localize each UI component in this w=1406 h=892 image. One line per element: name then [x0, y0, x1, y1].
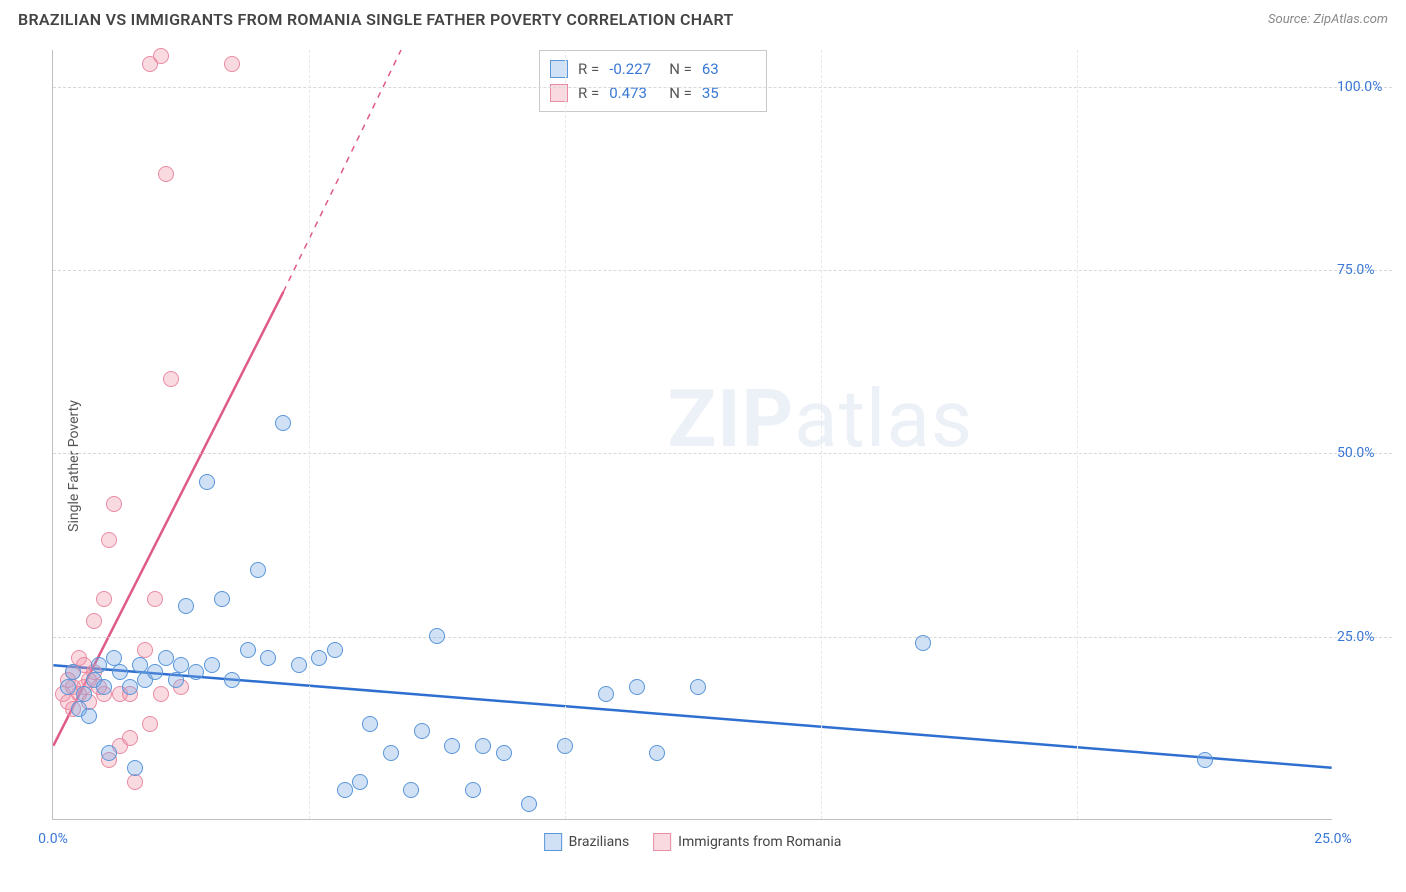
gridline-vertical [309, 50, 310, 819]
scatter-point-a [204, 657, 220, 673]
n-value-b: 35 [702, 81, 752, 105]
x-tick-label: 25.0% [1314, 831, 1352, 847]
series-legend: Brazilians Immigrants from Romania [544, 833, 842, 851]
scatter-point-b [106, 496, 122, 512]
scatter-point-a [240, 642, 256, 658]
scatter-point-a [429, 628, 445, 644]
scatter-point-a [1197, 752, 1213, 768]
scatter-point-a [275, 415, 291, 431]
scatter-point-a [444, 738, 460, 754]
scatter-point-a [475, 738, 491, 754]
scatter-point-a [112, 664, 128, 680]
scatter-point-a [214, 591, 230, 607]
y-tick-label: 50.0% [1337, 445, 1392, 461]
scatter-point-a [224, 672, 240, 688]
legend-item-b: Immigrants from Romania [653, 833, 841, 851]
scatter-point-b [122, 730, 138, 746]
correlation-row-a: R = -0.227 N = 63 [550, 57, 752, 81]
x-tick-label: 0.0% [38, 831, 68, 847]
scatter-point-b [142, 716, 158, 732]
scatter-point-a [188, 664, 204, 680]
scatter-point-a [106, 650, 122, 666]
source-attribution: Source: ZipAtlas.com [1268, 12, 1388, 27]
scatter-point-a [915, 635, 931, 651]
scatter-point-b [127, 774, 143, 790]
scatter-point-a [291, 657, 307, 673]
scatter-point-a [414, 723, 430, 739]
scatter-point-a [311, 650, 327, 666]
gridline-vertical [821, 50, 822, 819]
scatter-point-a [403, 782, 419, 798]
scatter-point-a [629, 679, 645, 695]
scatter-point-a [465, 782, 481, 798]
gridline-horizontal [53, 270, 1392, 271]
scatter-point-a [132, 657, 148, 673]
y-tick-label: 25.0% [1337, 629, 1392, 645]
gridline-vertical [565, 50, 566, 819]
scatter-point-a [60, 679, 76, 695]
scatter-point-a [260, 650, 276, 666]
scatter-point-a [168, 672, 184, 688]
trend-lines-layer [53, 50, 1332, 819]
scatter-point-b [153, 48, 169, 64]
scatter-point-a [101, 745, 117, 761]
scatter-point-b [147, 591, 163, 607]
gridline-horizontal [53, 87, 1392, 88]
scatter-point-a [337, 782, 353, 798]
scatter-point-b [153, 686, 169, 702]
scatter-point-a [199, 474, 215, 490]
scatter-point-a [65, 664, 81, 680]
scatter-point-a [362, 716, 378, 732]
scatter-point-a [352, 774, 368, 790]
scatter-point-b [158, 166, 174, 182]
scatter-point-a [649, 745, 665, 761]
scatter-point-a [250, 562, 266, 578]
r-value-a: -0.227 [609, 57, 659, 81]
scatter-point-a [557, 738, 573, 754]
scatter-point-b [86, 613, 102, 629]
chart-title: BRAZILIAN VS IMMIGRANTS FROM ROMANIA SIN… [18, 10, 734, 29]
y-tick-label: 75.0% [1337, 262, 1392, 278]
scatter-point-a [178, 598, 194, 614]
scatter-point-a [91, 657, 107, 673]
scatter-point-a [690, 679, 706, 695]
scatter-point-a [81, 708, 97, 724]
correlation-row-b: R = 0.473 N = 35 [550, 81, 752, 105]
scatter-point-a [96, 679, 112, 695]
chart-area: Single Father Poverty ZIPatlas R = -0.22… [0, 40, 1406, 892]
scatter-point-b [96, 591, 112, 607]
gridline-vertical [1077, 50, 1078, 819]
scatter-point-a [173, 657, 189, 673]
gridline-horizontal [53, 637, 1392, 638]
scatter-point-a [598, 686, 614, 702]
scatter-point-a [383, 745, 399, 761]
n-value-a: 63 [702, 57, 752, 81]
scatter-point-b [224, 56, 240, 72]
scatter-point-a [496, 745, 512, 761]
scatter-point-b [137, 642, 153, 658]
scatter-point-b [101, 532, 117, 548]
r-value-b: 0.473 [609, 81, 659, 105]
gridline-horizontal [53, 453, 1392, 454]
plot-region: ZIPatlas R = -0.227 N = 63 R = 0.473 N =… [52, 50, 1332, 820]
y-tick-label: 100.0% [1337, 79, 1392, 95]
swatch-series-a-icon [544, 833, 562, 851]
scatter-point-a [521, 796, 537, 812]
scatter-point-b [163, 371, 179, 387]
scatter-point-a [327, 642, 343, 658]
scatter-point-a [158, 650, 174, 666]
scatter-point-a [147, 664, 163, 680]
scatter-point-a [127, 760, 143, 776]
legend-item-a: Brazilians [544, 833, 630, 851]
scatter-point-a [122, 679, 138, 695]
swatch-series-b-icon [653, 833, 671, 851]
correlation-legend: R = -0.227 N = 63 R = 0.473 N = 35 [539, 50, 767, 112]
scatter-point-a [76, 686, 92, 702]
